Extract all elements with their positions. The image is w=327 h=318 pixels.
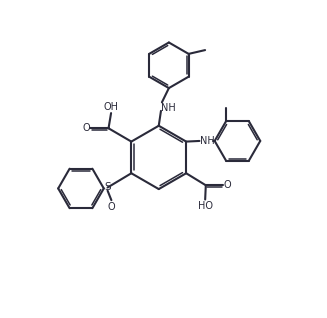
Text: S: S	[104, 183, 111, 192]
Text: NH: NH	[200, 136, 215, 146]
Text: NH: NH	[161, 103, 176, 113]
Text: OH: OH	[104, 102, 119, 112]
Text: HO: HO	[198, 201, 213, 211]
Text: O: O	[224, 180, 232, 190]
Text: O: O	[82, 123, 90, 133]
Text: O: O	[108, 203, 115, 212]
